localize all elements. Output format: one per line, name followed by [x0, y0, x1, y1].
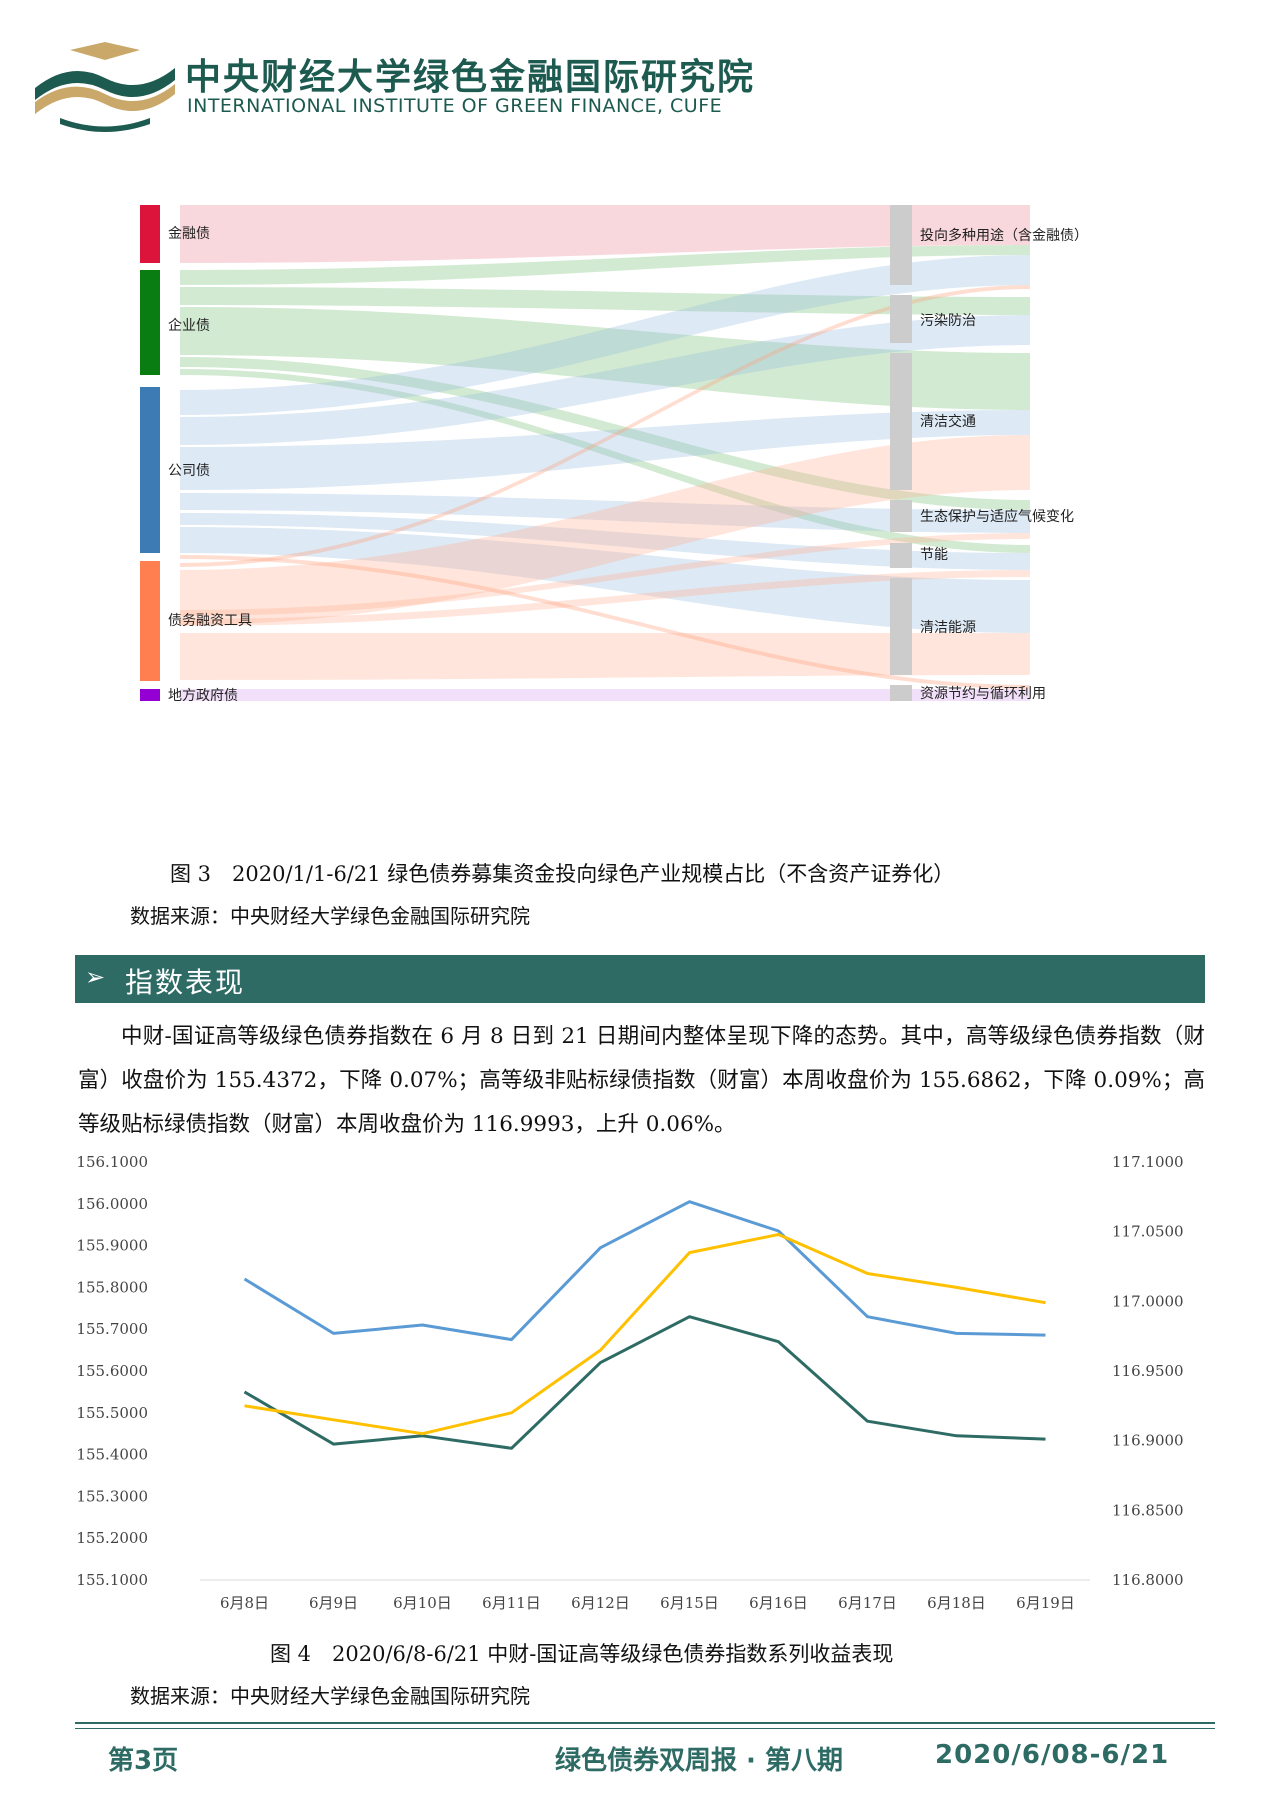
x-tick-label: 6月12日: [571, 1594, 630, 1612]
x-tick-label: 6月16日: [749, 1594, 808, 1612]
label-energy-saving: 节能: [920, 547, 948, 563]
label-clean-energy: 清洁能源: [920, 620, 976, 636]
node-multi-use: [890, 205, 912, 285]
y-left-tick-label: 155.4000: [76, 1446, 148, 1464]
x-tick-label: 6月9日: [309, 1594, 358, 1612]
y-left-tick-label: 155.2000: [76, 1529, 148, 1547]
x-tick-label: 6月18日: [927, 1594, 986, 1612]
sankey-source-nodes: [140, 205, 160, 701]
x-tick-labels: 6月8日 6月9日 6月10日 6月11日 6月12日 6月15日 6月16日 6月17日 6月…: [220, 1594, 1075, 1612]
node-pollution: [890, 295, 912, 343]
y-right-tick-label: 117.1000: [1112, 1153, 1184, 1171]
x-tick-label: 6月11日: [482, 1594, 541, 1612]
y-right-tick-label: 117.0500: [1112, 1223, 1184, 1241]
label-financial-bond: 金融债: [168, 226, 210, 242]
figure4-source: 数据来源：中央财经大学绿色金融国际研究院: [130, 1684, 530, 1708]
label-pollution: 污染防治: [920, 313, 976, 329]
index-line-chart: 156.1000 156.0000 155.9000 155.8000 155.7000…: [76, 1153, 1184, 1612]
sankey-source-labels: 金融债 企业债 公司债 债务融资工具 地方政府债: [168, 226, 252, 704]
figure3-source: 数据来源：中央财经大学绿色金融国际研究院: [130, 904, 530, 928]
node-clean-transport: [890, 353, 912, 490]
flow-corporate-to-multi: [180, 255, 1030, 415]
label-clean-transport: 清洁交通: [920, 413, 976, 430]
y-left-tick-label: 156.0000: [76, 1195, 148, 1213]
node-ecology-climate: [890, 500, 912, 532]
y-left-tick-labels: 156.1000 156.0000 155.9000 155.8000 155.7000…: [76, 1153, 148, 1589]
node-resource-recycle: [890, 685, 912, 701]
footer-divider: [75, 1722, 1215, 1724]
institute-name-cn: 中央财经大学绿色金融国际研究院: [185, 57, 756, 98]
flow-corporate-to-transport: [180, 410, 1030, 490]
y-left-tick-label: 155.8000: [76, 1278, 148, 1296]
sankey-target-labels: 投向多种用途（含金融债） 污染防治 清洁交通 生态保护与适应气候变化 节能 清洁…: [920, 227, 1088, 702]
x-tick-label: 6月19日: [1016, 1594, 1075, 1612]
label-ecology-climate: 生态保护与适应气候变化: [920, 508, 1074, 525]
y-left-tick-label: 155.6000: [76, 1362, 148, 1380]
flow-local-gov-to-resource: [180, 689, 1030, 701]
x-tick-label: 6月17日: [838, 1594, 897, 1612]
flow-financial-to-multi: [180, 205, 1030, 263]
y-left-tick-label: 155.9000: [76, 1237, 148, 1255]
node-clean-energy: [890, 578, 912, 675]
report-date-range: 2020/6/08-6/21: [935, 1740, 1170, 1770]
node-financial-bond: [140, 205, 160, 263]
y-left-tick-label: 155.1000: [76, 1571, 148, 1589]
y-left-tick-label: 156.1000: [76, 1153, 148, 1171]
sankey-diagram: 金融债 企业债 公司债 债务融资工具 地方政府债 投向多种用途（含金融债） 污染…: [140, 205, 1088, 704]
index-paragraph: 中财-国证高等级绿色债券指数在 6 月 8 日到 21 日期间内整体呈现下降的态…: [78, 1024, 1205, 1137]
flow-corporate-to-pollution: [180, 315, 1030, 445]
y-left-tick-label: 155.7000: [76, 1320, 148, 1338]
figure4-caption: 图 4 2020/6/8-6/21 中财-国证高等级绿色债券指数系列收益表现: [270, 1642, 894, 1666]
series-lines: [243, 1200, 1046, 1450]
label-debt-financing-tool: 债务融资工具: [168, 613, 252, 629]
series-line-2: [244, 1233, 1046, 1436]
page-number: 第3页: [108, 1746, 179, 1776]
flow-enterprise-to-multi: [180, 245, 1030, 285]
y-right-tick-label: 116.8000: [1112, 1571, 1184, 1589]
section-header: ➢ 指数表现: [75, 955, 1205, 1003]
sankey-target-nodes: [890, 205, 912, 701]
y-right-tick-label: 117.0000: [1112, 1292, 1184, 1310]
series-line-1: [243, 1315, 1046, 1450]
flow-debt-tool-to-clean-energy: [180, 633, 1030, 680]
label-corporate-bond: 公司债: [168, 463, 210, 479]
cufe-green-finance-logo-icon: [35, 42, 175, 132]
node-debt-financing-tool: [140, 561, 160, 681]
x-tick-label: 6月15日: [660, 1594, 719, 1612]
x-tick-label: 6月10日: [393, 1594, 452, 1612]
flow-debt-tool-to-transport: [180, 435, 1030, 625]
y-right-tick-label: 116.9500: [1112, 1362, 1184, 1380]
node-energy-saving: [890, 543, 912, 568]
label-resource-recycle: 资源节约与循环利用: [920, 686, 1046, 702]
flow-corporate-to-ecology: [180, 493, 1030, 533]
footer-divider-thin: [75, 1728, 1215, 1729]
x-tick-label: 6月8日: [220, 1594, 269, 1612]
node-corporate-bond: [140, 387, 160, 553]
y-right-tick-labels: 117.1000 117.0500 117.0000 116.9500 116.9000…: [1112, 1153, 1184, 1589]
flow-enterprise-to-pollution: [180, 287, 1030, 315]
flow-debt-tool-to-saving: [180, 570, 1030, 626]
label-local-gov-bond: 地方政府债: [168, 688, 238, 704]
arrow-bullet-icon: ➢: [85, 963, 106, 991]
institute-name-en: INTERNATIONAL INSTITUTE OF GREEN FINANCE…: [187, 95, 723, 117]
sankey-flows: [180, 205, 1030, 701]
y-left-tick-label: 155.5000: [76, 1404, 148, 1422]
node-local-gov-bond: [140, 689, 160, 701]
section-title: 指数表现: [125, 966, 246, 999]
y-left-tick-label: 155.3000: [76, 1487, 148, 1505]
y-right-tick-label: 116.8500: [1112, 1501, 1184, 1519]
label-enterprise-bond: 企业债: [168, 317, 210, 334]
y-right-tick-label: 116.9000: [1112, 1432, 1184, 1450]
flow-enterprise-to-transport: [180, 307, 1030, 410]
label-multi-use: 投向多种用途（含金融债）: [920, 227, 1088, 244]
flow-corporate-to-clean-energy: [180, 527, 1030, 633]
node-enterprise-bond: [140, 270, 160, 375]
flow-corporate-to-saving: [180, 513, 1030, 570]
figure3-caption: 图 3 2020/1/1-6/21 绿色债券募集资金投向绿色产业规模占比（不含资…: [170, 862, 955, 886]
report-title: 绿色债券双周报 · 第八期: [555, 1746, 843, 1776]
series-line-0: [243, 1200, 1046, 1342]
